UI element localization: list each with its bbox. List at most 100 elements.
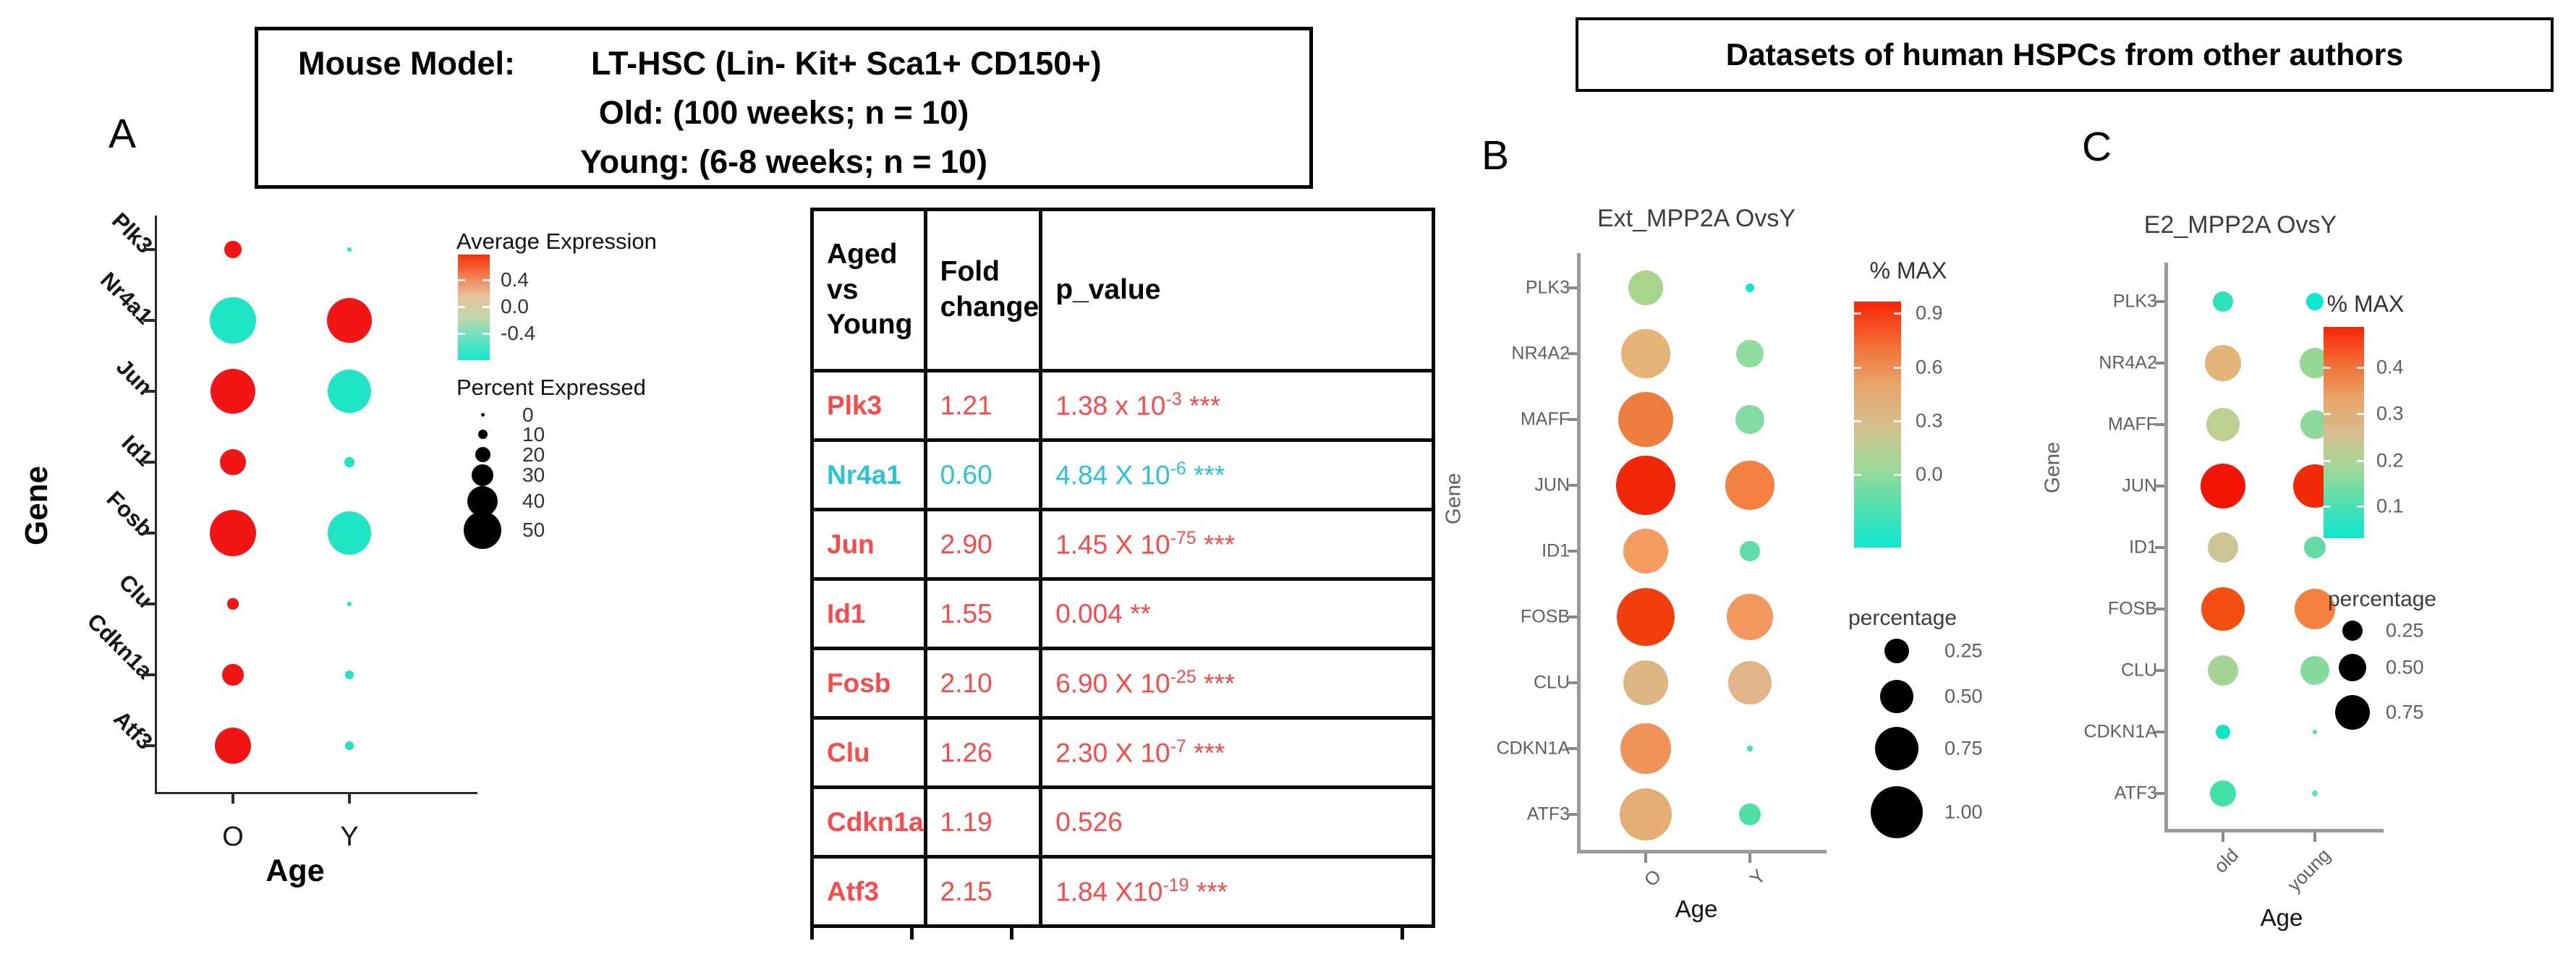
colorbar-tick: [1894, 420, 1901, 422]
table-cell-p-value: 0.526: [1039, 785, 1436, 859]
table-cell-fold-change: 2.10: [923, 647, 1043, 720]
size-legend-label-20: 20: [522, 443, 545, 466]
colorbar-tick: [1854, 420, 1861, 422]
y-axis-tick: [2155, 423, 2164, 426]
expression-dot: [224, 240, 242, 259]
expression-dot: [1725, 461, 1774, 510]
colorbar-tick: [458, 333, 465, 335]
percent-expressed-legend-title: Percent Expressed: [456, 375, 646, 400]
colorbar-tick: [1854, 474, 1861, 476]
panel-a-xaxis-title: Age: [265, 853, 325, 888]
percentage-c-025: 0.25: [2386, 619, 2424, 642]
table-cell-p-value: 0.004 **: [1039, 577, 1436, 650]
expression-dot: [1615, 455, 1676, 516]
expression-dot: [2313, 730, 2317, 734]
size-legend-dot: [1884, 639, 1909, 663]
mouse-model-line1: Mouse Model: LT-HSC (Lin- Kit+ Sca1+ CD15…: [258, 45, 1309, 82]
size-legend-label-30: 30: [522, 464, 545, 486]
expression-dot: [344, 457, 354, 467]
expression-dot: [1623, 660, 1668, 705]
expression-dot: [2304, 537, 2326, 558]
expression-dot: [210, 368, 256, 414]
expression-dot: [2215, 724, 2231, 740]
expression-dot: [344, 670, 354, 680]
table-row: Jun 2.90 1.45 X 10-75 ***: [810, 508, 1436, 581]
colorbar-tick: [1854, 367, 1861, 369]
y-axis-tick: [143, 744, 155, 747]
expression-dot: [1727, 660, 1772, 705]
expression-dot: [1621, 329, 1670, 378]
mouse-model-line2: Old: (100 weeks; n = 10): [598, 94, 969, 131]
pctmax-b-tick-09: 0.9: [1916, 302, 1943, 324]
y-axis-tick: [1568, 418, 1577, 421]
colorbar-tick: [1854, 312, 1861, 315]
pctmax-c-tick-02: 0.2: [2376, 449, 2404, 472]
expression-dot: [1739, 804, 1761, 825]
table-row: Fosb 2.10 6.90 X 10-25 ***: [810, 647, 1436, 720]
avg-expression-tick-neg04: -0.4: [501, 322, 536, 344]
expression-dot: [2206, 408, 2240, 441]
expression-dot: [2201, 587, 2245, 631]
y-axis-line: [1577, 253, 1581, 850]
panel-c-title: E2_MPP2A OvsY: [2143, 211, 2337, 239]
y-axis-tick: [143, 532, 155, 535]
table-cell-fold-change: 1.55: [923, 577, 1043, 650]
y-axis-tick: [143, 248, 155, 251]
expression-dot: [1616, 587, 1675, 646]
panel-label-b: B: [1482, 132, 1510, 179]
pctmax-colorbar-c: [2324, 327, 2364, 538]
col-header-aged-vs-young: Aged vs Young: [810, 208, 927, 372]
y-axis-tick: [1568, 813, 1577, 816]
x-axis-tick: [1748, 853, 1751, 863]
percentage-legend-title-c: percentage: [2328, 587, 2437, 611]
y-axis-tick: [1568, 550, 1577, 553]
expression-dot: [209, 297, 257, 344]
table-cell-fold-change: 1.19: [923, 785, 1043, 859]
col-header-p-value: p_value: [1039, 208, 1436, 372]
size-legend-label-0: 0: [522, 404, 534, 426]
pctmax-c-tick-03: 0.3: [2376, 402, 2404, 425]
mouse-model-value: LT-HSC (Lin- Kit+ Sca1+ CD150+): [591, 45, 1102, 82]
colorbar-tick: [483, 279, 490, 281]
y-axis-line: [155, 216, 157, 792]
expression-dot: [327, 369, 372, 414]
size-legend-dot: [475, 447, 490, 462]
table-cell-gene: Id1: [810, 577, 927, 650]
table-cell-fold-change: 1.26: [923, 716, 1043, 789]
x-axis-tick: [2222, 832, 2224, 842]
pctmax-c-tick-04: 0.4: [2376, 356, 2404, 378]
table-row: Clu 1.26 2.30 X 10-7 ***: [810, 716, 1436, 789]
expression-dot: [1740, 541, 1760, 561]
percentage-b-025: 0.25: [1944, 639, 1983, 662]
expression-dot: [215, 728, 251, 764]
table-cell-gene: Plk3: [810, 369, 927, 442]
y-axis-line: [2164, 263, 2168, 829]
avg-expression-tick-04: 0.4: [501, 268, 529, 291]
x-category-label: old: [2209, 844, 2243, 877]
expression-dot: [1620, 723, 1671, 774]
y-axis-tick: [143, 673, 155, 676]
table-cut-border: [910, 927, 914, 940]
y-axis-tick: [2155, 546, 2164, 549]
panel-b-title: Ext_MPP2A OvsY: [1597, 205, 1795, 232]
expression-dot: [1619, 788, 1672, 841]
y-axis-tick: [1568, 484, 1577, 487]
percentage-b-075: 0.75: [1944, 737, 1983, 759]
expression-dot: [1628, 271, 1663, 305]
percentage-c-050: 0.50: [2386, 656, 2424, 678]
y-axis-tick: [143, 390, 155, 393]
table-cell-gene: Nr4a1: [810, 438, 927, 511]
expression-dot: [1726, 593, 1774, 641]
expression-dot: [2208, 655, 2238, 686]
panel-b-xaxis-title: Age: [1675, 895, 1718, 922]
x-axis-tick: [231, 794, 234, 804]
table-cell-p-value: 6.90 X 10-25 ***: [1039, 647, 1436, 720]
size-legend-label-10: 10: [522, 423, 545, 446]
table-cell-fold-change: 1.21: [923, 369, 1043, 442]
panel-c-xaxis-title: Age: [2260, 904, 2303, 931]
expression-dot: [2209, 780, 2236, 806]
expression-dot: [327, 511, 372, 555]
y-axis-tick: [2155, 792, 2164, 795]
colorbar-tick: [2324, 413, 2331, 415]
size-legend-label-50: 50: [522, 519, 545, 541]
